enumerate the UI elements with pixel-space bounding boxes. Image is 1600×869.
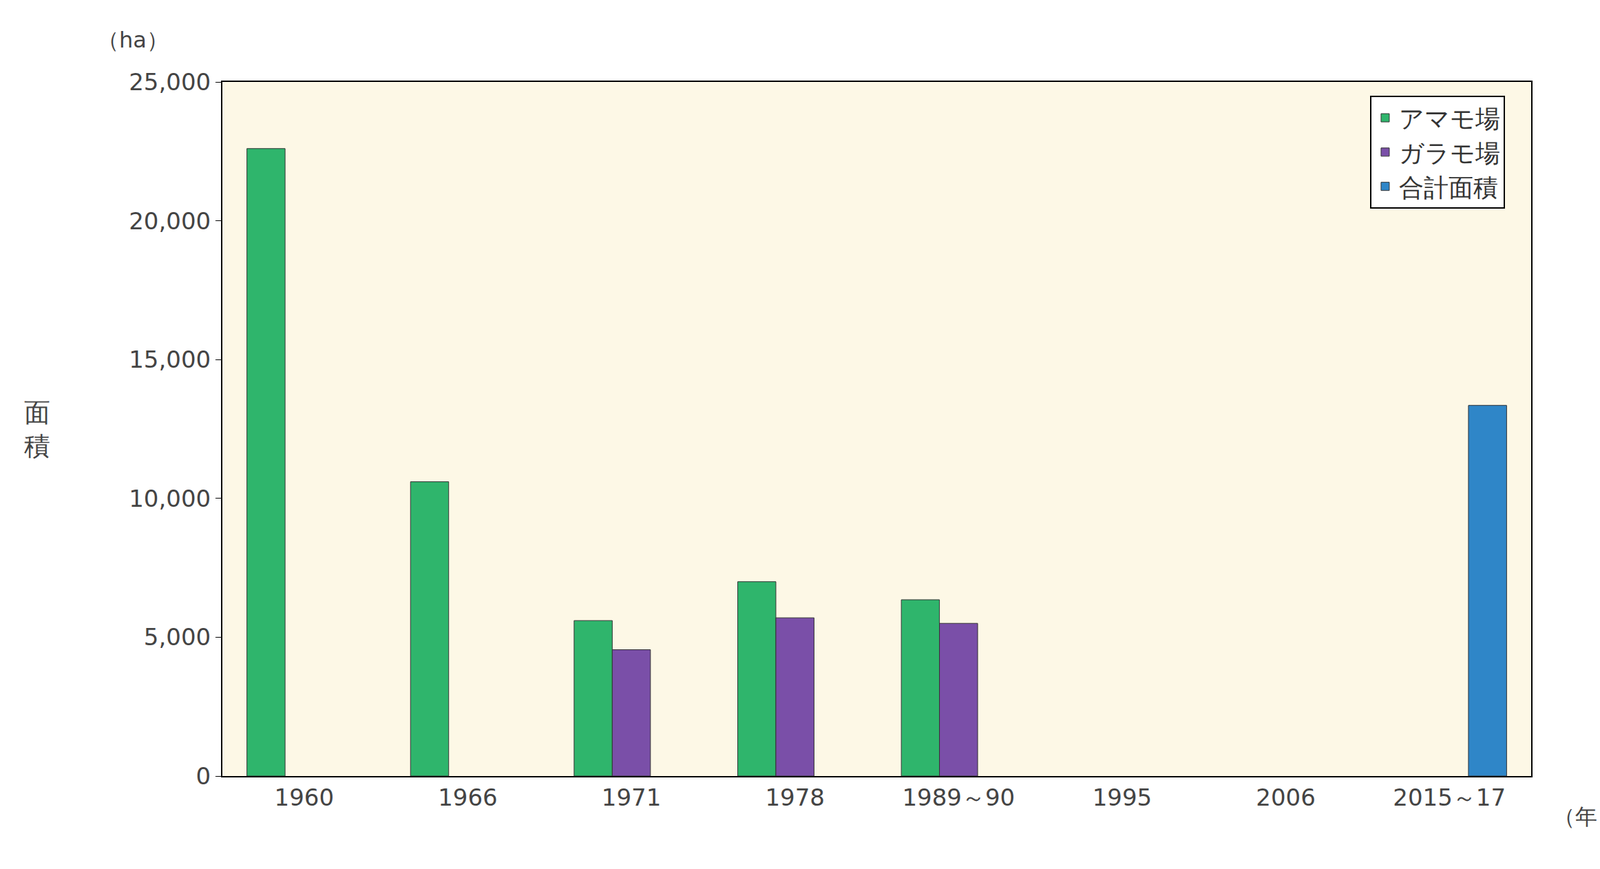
svg-text:1960: 1960 (274, 783, 335, 812)
svg-text:15,000: 15,000 (128, 345, 211, 374)
svg-text:（ha）: （ha） (97, 26, 169, 54)
svg-text:0: 0 (196, 762, 212, 790)
svg-text:5,000: 5,000 (143, 623, 211, 651)
svg-text:20,000: 20,000 (128, 207, 211, 235)
svg-text:1989～90: 1989～90 (901, 783, 1015, 812)
svg-text:1966: 1966 (437, 783, 498, 812)
svg-text:2006: 2006 (1255, 783, 1316, 812)
svg-text:アマモ場: アマモ場 (1398, 104, 1501, 133)
svg-text:1995: 1995 (1092, 783, 1153, 812)
svg-text:（年）: （年） (1553, 803, 1600, 830)
svg-text:ガラモ場: ガラモ場 (1398, 139, 1501, 168)
svg-text:2015～17: 2015～17 (1392, 783, 1506, 812)
svg-text:1971: 1971 (601, 783, 662, 812)
svg-text:10,000: 10,000 (128, 484, 211, 513)
svg-text:合計面積: 合計面積 (1398, 173, 1499, 202)
svg-text:面積: 面積 (24, 397, 51, 462)
svg-text:1978: 1978 (764, 783, 825, 812)
svg-text:25,000: 25,000 (128, 68, 211, 96)
